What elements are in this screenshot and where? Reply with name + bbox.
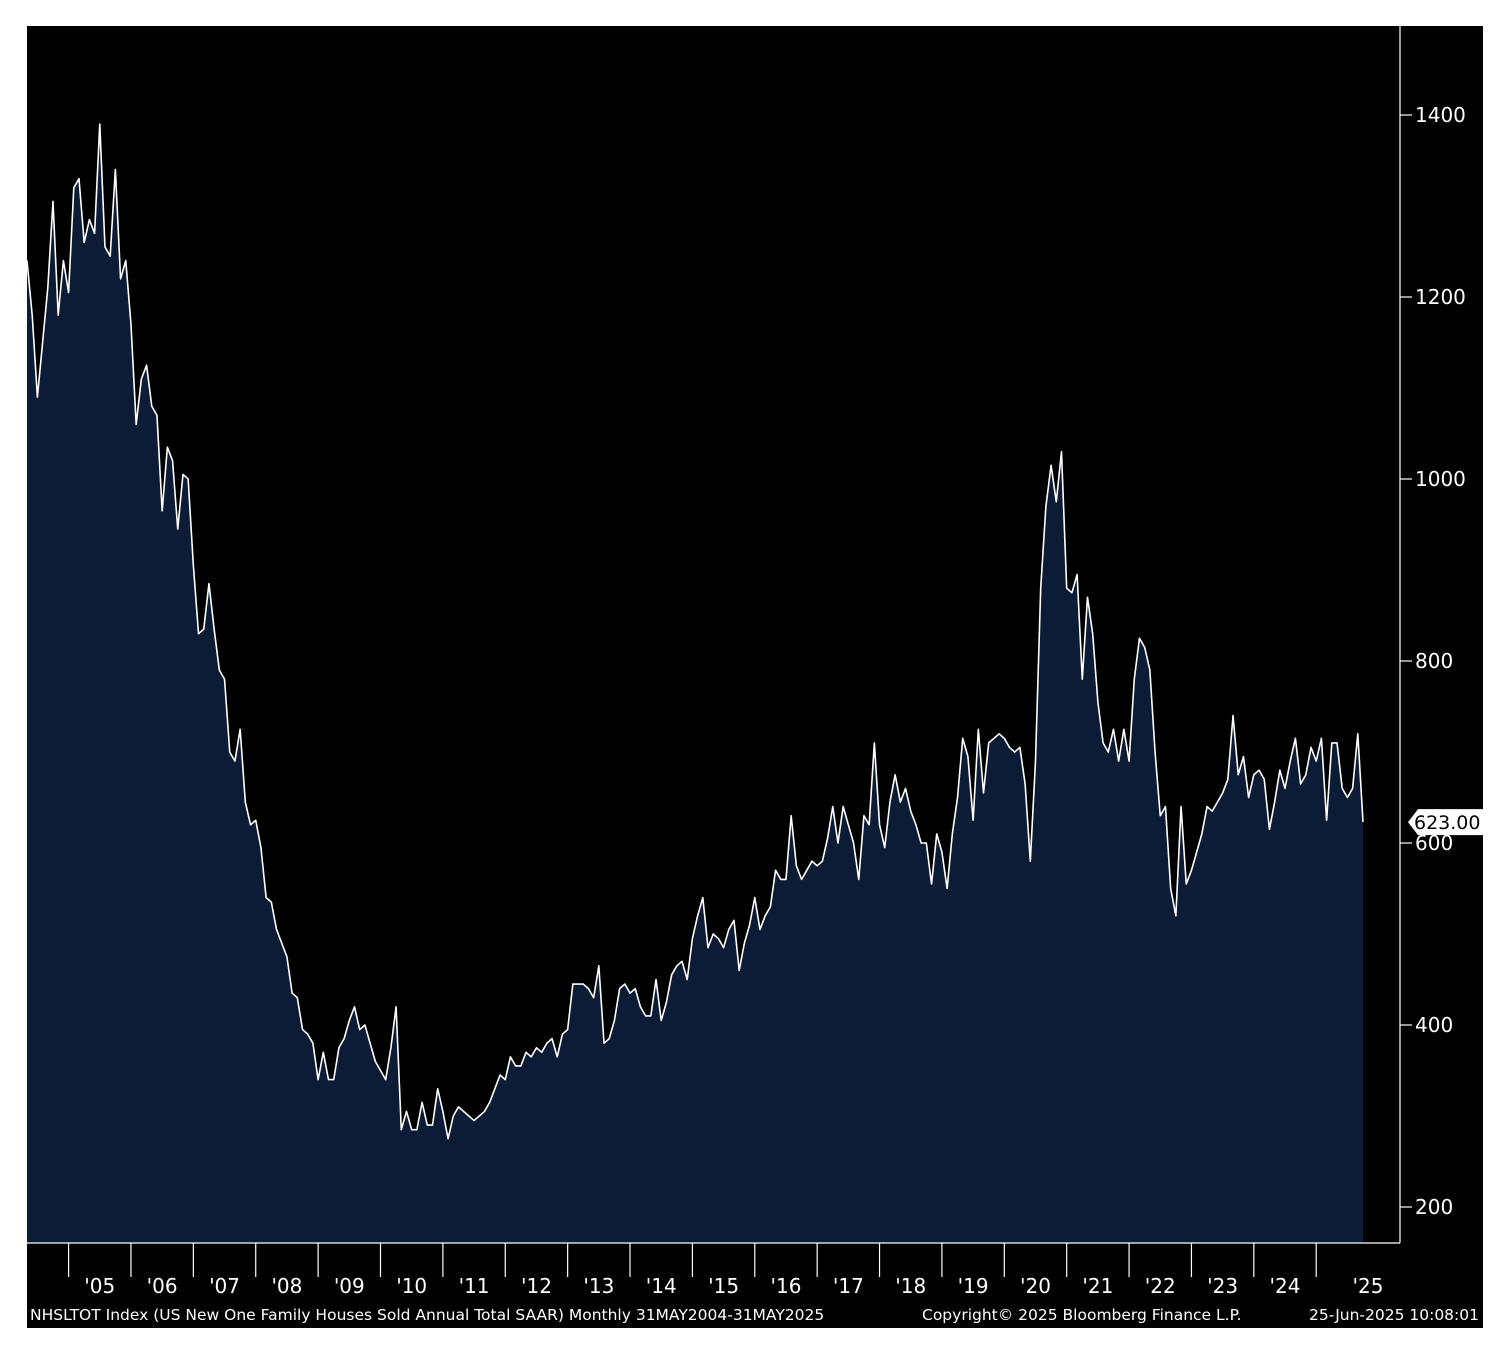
y-tick-label: 1000 — [1415, 467, 1466, 491]
x-tick-label: '11 — [459, 1274, 490, 1298]
series-line — [26, 123, 1364, 1140]
x-tick-label: '23 — [1207, 1274, 1238, 1298]
x-tick-label: '21 — [1082, 1274, 1113, 1298]
x-axis-ticks: '05 '06 '07 '08 '09 '10 '11 '12 '13 '14 '15 '16 '17 '… — [67, 1243, 1384, 1298]
x-tick-label: '24 — [1270, 1274, 1301, 1298]
x-tick-label: '17 — [833, 1274, 864, 1298]
x-tick-label: '06 — [147, 1274, 178, 1298]
y-tick-label: 1200 — [1415, 285, 1466, 309]
x-tick-label: '10 — [396, 1274, 427, 1298]
x-tick-label: '07 — [209, 1274, 240, 1298]
x-tick-label: '12 — [521, 1274, 552, 1298]
y-tick-label: 1400 — [1415, 103, 1466, 127]
footer-description: NHSLTOT Index (US New One Family Houses … — [30, 1306, 824, 1324]
x-tick-label: '14 — [646, 1274, 677, 1298]
x-tick-label: '18 — [895, 1274, 926, 1298]
y-tick-label: 200 — [1415, 1195, 1453, 1219]
x-tick-label: '19 — [958, 1274, 989, 1298]
y-tick-label: 800 — [1415, 649, 1453, 673]
x-tick-label: '16 — [770, 1274, 801, 1298]
x-tick-label: '13 — [583, 1274, 614, 1298]
y-tick-label: 400 — [1415, 1013, 1453, 1037]
x-tick-label: '25 — [1353, 1274, 1384, 1298]
plot-area — [26, 123, 1364, 1244]
last-value-marker: 623.00 — [1408, 809, 1484, 836]
x-tick-label: '22 — [1145, 1274, 1176, 1298]
series-area — [27, 124, 1363, 1244]
x-tick-label: '15 — [708, 1274, 739, 1298]
x-tick-label: '20 — [1020, 1274, 1051, 1298]
x-tick-label: '05 — [84, 1274, 115, 1298]
last-value-box — [1408, 809, 1484, 836]
footer-timestamp: 25-Jun-2025 10:08:01 — [1309, 1306, 1479, 1324]
x-tick-label: '09 — [334, 1274, 365, 1298]
last-value-label: 623.00 — [1414, 812, 1480, 834]
footer-copyright: Copyright© 2025 Bloomberg Finance L.P. — [922, 1306, 1241, 1324]
x-tick-label: '08 — [271, 1274, 302, 1298]
